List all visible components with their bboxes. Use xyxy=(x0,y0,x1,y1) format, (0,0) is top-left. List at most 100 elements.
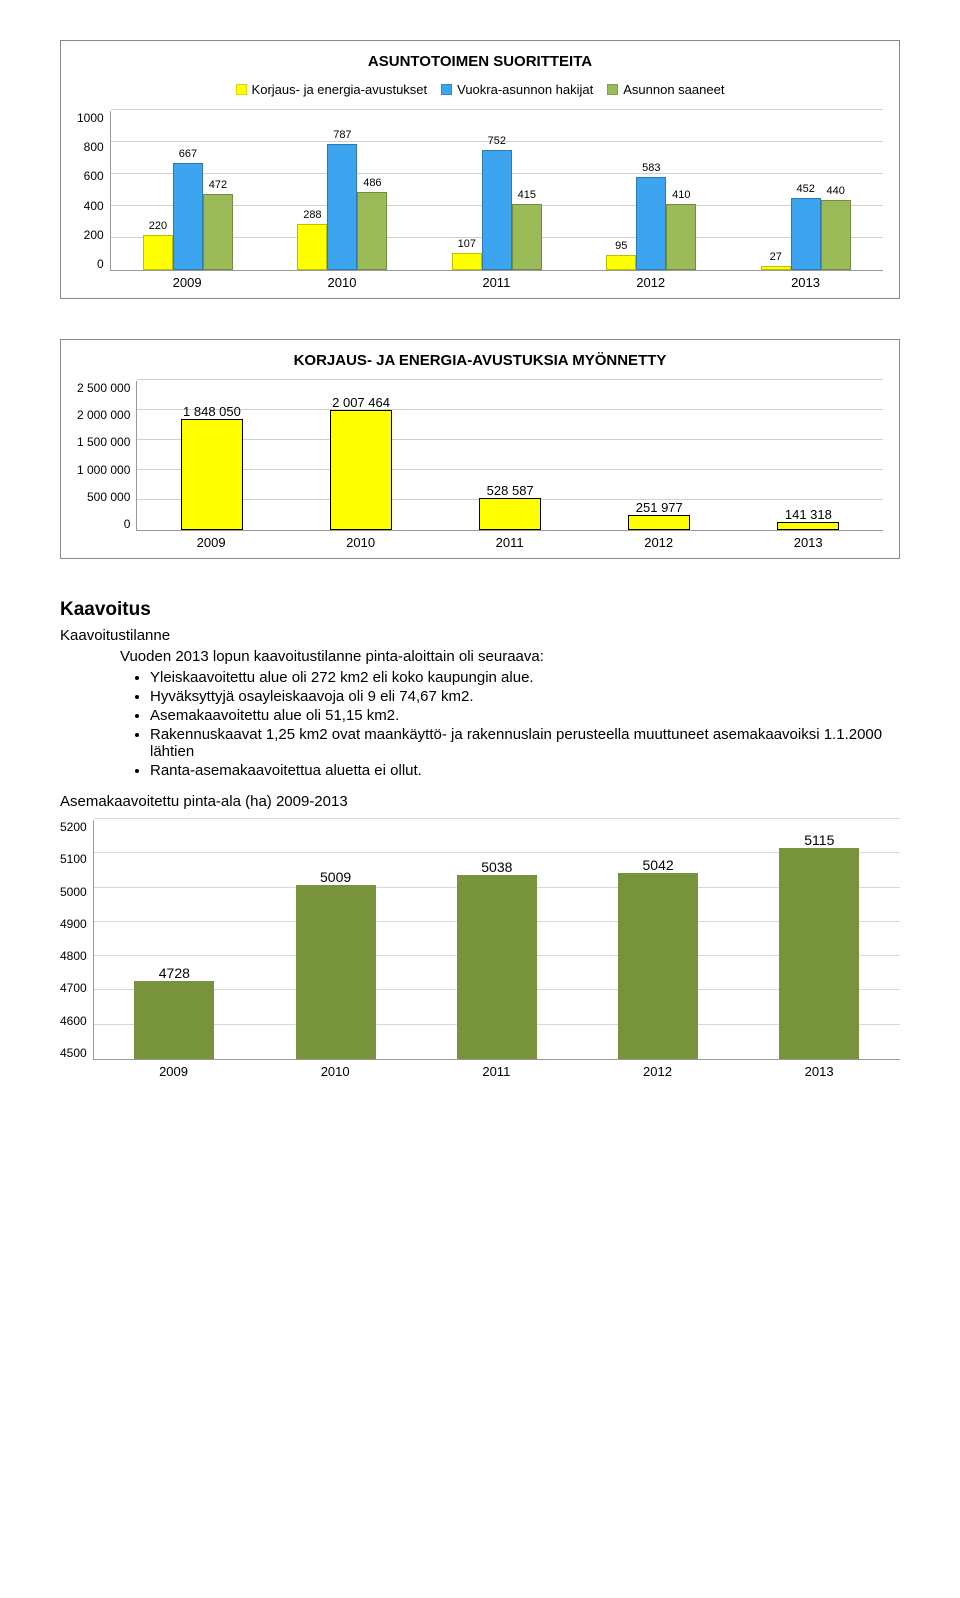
bar-value-label: 95 xyxy=(615,240,627,252)
bar: 27 xyxy=(761,266,791,270)
bullet-item: Hyväksyttyjä osayleiskaavoja oli 9 eli 7… xyxy=(150,688,900,705)
section-heading-kaavoitus: Kaavoitus xyxy=(60,599,900,621)
x-tick-label: 2010 xyxy=(321,1064,350,1079)
y-tick-label: 800 xyxy=(84,140,104,154)
x-tick-label: 2009 xyxy=(197,535,226,550)
bar: 4728 xyxy=(134,981,214,1059)
bar: 528 587 xyxy=(479,498,541,530)
x-tick-label: 2013 xyxy=(805,1064,834,1079)
y-tick-label: 4900 xyxy=(60,917,87,931)
x-tick-label: 2013 xyxy=(791,275,820,290)
subheading-asemakaavoitettu: Asemakaavoitettu pinta-ala (ha) 2009-201… xyxy=(60,793,900,810)
bar-group: 95583410 xyxy=(606,177,696,270)
y-tick-label: 1 000 000 xyxy=(77,463,130,477)
legend-item: Asunnon saaneet xyxy=(607,82,724,97)
bar-value-label: 583 xyxy=(642,162,660,174)
bullet-item: Rakennuskaavat 1,25 km2 ovat maankäyttö-… xyxy=(150,726,900,760)
x-tick-label: 2012 xyxy=(643,1064,672,1079)
bar-value-label: 472 xyxy=(209,179,227,191)
legend-label: Asunnon saaneet xyxy=(623,82,724,97)
bar-value-label: 5038 xyxy=(481,859,512,875)
legend-label: Vuokra-asunnon hakijat xyxy=(457,82,593,97)
bar-value-label: 107 xyxy=(458,238,476,250)
y-tick-label: 2 000 000 xyxy=(77,408,130,422)
bar: 107 xyxy=(452,253,482,270)
bar: 5009 xyxy=(296,885,376,1060)
chart2-title: KORJAUS- JA ENERGIA-AVUSTUKSIA MYÖNNETTY xyxy=(77,352,883,369)
bar: 251 977 xyxy=(628,515,690,530)
bar: 583 xyxy=(636,177,666,270)
bar-value-label: 787 xyxy=(333,129,351,141)
y-tick-label: 400 xyxy=(84,199,104,213)
bar-value-label: 452 xyxy=(797,183,815,195)
subheading-kaavoitustilanne: Kaavoitustilanne xyxy=(60,627,900,644)
chart2-yaxis: 2 500 0002 000 0001 500 0001 000 000500 … xyxy=(77,381,136,531)
chart3-plot: 4728 5009 5038 5042 5115 xyxy=(93,820,900,1060)
bullet-item: Ranta-asemakaavoitettua aluetta ei ollut… xyxy=(150,762,900,779)
x-tick-label: 2009 xyxy=(159,1064,188,1079)
bar-value-label: 27 xyxy=(770,251,782,263)
chart3-yaxis: 52005100500049004800470046004500 xyxy=(60,820,93,1060)
bar: 787 xyxy=(327,144,357,270)
y-tick-label: 5100 xyxy=(60,852,87,866)
y-tick-label: 600 xyxy=(84,169,104,183)
bar-value-label: 4728 xyxy=(159,965,190,981)
bar: 220 xyxy=(143,235,173,270)
chart1-xlabels: 20092010201120122013 xyxy=(110,275,883,290)
bar-group: 107752415 xyxy=(452,150,542,270)
x-tick-label: 2013 xyxy=(794,535,823,550)
legend-label: Korjaus- ja energia-avustukset xyxy=(252,82,428,97)
bar: 5038 xyxy=(457,875,537,1059)
y-tick-label: 5200 xyxy=(60,820,87,834)
bar-value-label: 415 xyxy=(518,189,536,201)
chart1-yaxis: 10008006004002000 xyxy=(77,111,110,271)
legend-item: Vuokra-asunnon hakijat xyxy=(441,82,593,97)
chart-korjaus: KORJAUS- JA ENERGIA-AVUSTUKSIA MYÖNNETTY… xyxy=(60,339,900,559)
chart1-legend: Korjaus- ja energia-avustukset Vuokra-asu… xyxy=(77,82,883,97)
x-tick-label: 2010 xyxy=(346,535,375,550)
bar-group: 288787486 xyxy=(297,144,387,270)
x-tick-label: 2011 xyxy=(482,275,510,290)
y-tick-label: 4500 xyxy=(60,1046,87,1060)
bar: 288 xyxy=(297,224,327,270)
bar: 141 318 xyxy=(777,522,839,530)
x-tick-label: 2010 xyxy=(328,275,357,290)
bar-value-label: 251 977 xyxy=(636,500,683,515)
bar-value-label: 1 848 050 xyxy=(183,404,241,419)
chart2-plot: 1 848 050 2 007 464 528 587 251 977 141 318 xyxy=(136,381,883,531)
y-tick-label: 1 500 000 xyxy=(77,435,130,449)
y-tick-label: 1000 xyxy=(77,111,104,125)
bar: 5042 xyxy=(618,873,698,1059)
y-tick-label: 4700 xyxy=(60,981,87,995)
bar-value-label: 752 xyxy=(488,135,506,147)
bar-group: 27452440 xyxy=(761,198,851,270)
legend-item: Korjaus- ja energia-avustukset xyxy=(236,82,428,97)
bar-value-label: 410 xyxy=(672,189,690,201)
chart-asemakaavoitettu: 52005100500049004800470046004500 4728500… xyxy=(60,820,900,1079)
bar: 5115 xyxy=(779,848,859,1059)
bar: 667 xyxy=(173,163,203,270)
bar-value-label: 220 xyxy=(149,220,167,232)
bar-value-label: 5009 xyxy=(320,869,351,885)
bar: 2 007 464 xyxy=(330,410,392,530)
bar-value-label: 667 xyxy=(179,148,197,160)
chart1-plot: 2206674722887874861077524159558341027452… xyxy=(110,111,883,271)
bar-value-label: 141 318 xyxy=(785,507,832,522)
chart1-title: ASUNTOTOIMEN SUORITTEITA xyxy=(77,53,883,70)
bar-value-label: 288 xyxy=(303,209,321,221)
bar: 1 848 050 xyxy=(181,419,243,530)
y-tick-label: 0 xyxy=(124,517,131,531)
bar-value-label: 486 xyxy=(363,177,381,189)
intro-text: Vuoden 2013 lopun kaavoitustilanne pinta… xyxy=(120,648,900,665)
bar: 440 xyxy=(821,200,851,270)
bar-value-label: 5042 xyxy=(643,857,674,873)
bar-value-label: 440 xyxy=(827,185,845,197)
bullet-list: Yleiskaavoitettu alue oli 272 km2 eli ko… xyxy=(150,669,900,779)
x-tick-label: 2011 xyxy=(482,1064,510,1079)
bar: 410 xyxy=(666,204,696,270)
bar-value-label: 2 007 464 xyxy=(332,395,390,410)
y-tick-label: 4800 xyxy=(60,949,87,963)
bar: 95 xyxy=(606,255,636,270)
x-tick-label: 2009 xyxy=(173,275,202,290)
y-tick-label: 0 xyxy=(97,257,104,271)
